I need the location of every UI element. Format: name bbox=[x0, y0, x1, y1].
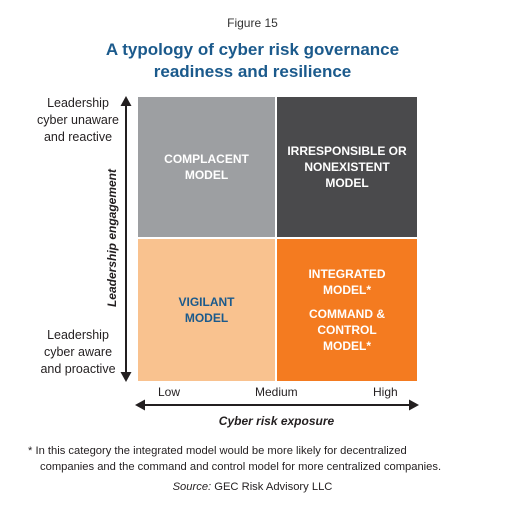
y-top-label-line: and reactive bbox=[43, 130, 113, 144]
quadrant-label: COMPLACENT bbox=[164, 152, 249, 166]
footnote-line: * In this category the integrated model … bbox=[28, 445, 407, 457]
quadrant-label: NONEXISTENT bbox=[304, 160, 390, 174]
footnote-line: companies and the command and control mo… bbox=[40, 461, 442, 473]
quadrant-label: INTEGRATED bbox=[308, 267, 386, 281]
x-arrow-left-icon bbox=[135, 399, 145, 411]
quadrant-label: VIGILANT bbox=[178, 295, 235, 309]
y-top-label-line: Leadership bbox=[47, 96, 109, 110]
source-prefix: Source: bbox=[172, 481, 212, 493]
x-tick-low: Low bbox=[158, 385, 181, 399]
source-line: Source: GEC Risk Advisory LLC bbox=[0, 481, 505, 493]
y-bottom-label-line: Leadership bbox=[47, 328, 109, 342]
y-bottom-label-line: cyber aware bbox=[43, 345, 113, 359]
quadrant-irresponsible-model: IRRESPONSIBLE OR NONEXISTENT MODEL bbox=[277, 97, 417, 238]
y-axis-bottom-label: Leadership cyber aware and proactive bbox=[26, 327, 130, 378]
quadrant-label: CONTROL bbox=[317, 323, 377, 337]
quadrant-label: MODEL bbox=[184, 311, 229, 325]
quadrant-vigilant-model: VIGILANT MODEL bbox=[138, 239, 276, 381]
y-top-label-line: cyber unaware bbox=[37, 113, 119, 127]
quadrant-label: MODEL* bbox=[323, 283, 371, 297]
y-bottom-label-line: and proactive bbox=[40, 362, 116, 376]
typology-grid: COMPLACENT MODEL IRRESPONSIBLE OR NONEXI… bbox=[137, 96, 418, 382]
figure-title: A typology of cyber risk governance read… bbox=[20, 39, 485, 83]
x-tick-medium: Medium bbox=[255, 385, 298, 399]
title-line-2: readiness and resilience bbox=[153, 62, 352, 81]
quadrant-integrated-command-model: INTEGRATED MODEL* COMMAND & CONTROL MODE… bbox=[277, 239, 417, 381]
quadrant-label: IRRESPONSIBLE OR bbox=[287, 144, 407, 158]
title-line-1: A typology of cyber risk governance bbox=[105, 40, 400, 59]
figure-label: Figure 15 bbox=[227, 16, 278, 30]
x-axis-title: Cyber risk exposure bbox=[218, 414, 335, 428]
y-axis-top-label: Leadership cyber unaware and reactive bbox=[26, 95, 130, 146]
quadrant-label: MODEL bbox=[184, 168, 229, 182]
y-arrow-up-icon bbox=[120, 96, 132, 106]
x-arrow-right-icon bbox=[409, 399, 419, 411]
source-text: GEC Risk Advisory LLC bbox=[211, 481, 333, 493]
footnote: * In this category the integrated model … bbox=[28, 443, 488, 475]
y-arrow-down-icon bbox=[120, 372, 132, 382]
quadrant-label: COMMAND & bbox=[309, 307, 385, 321]
quadrant-label: MODEL* bbox=[323, 339, 371, 353]
x-tick-high: High bbox=[373, 385, 398, 399]
quadrant-label: MODEL bbox=[325, 176, 369, 190]
quadrant-complacent-model: COMPLACENT MODEL bbox=[138, 97, 276, 238]
